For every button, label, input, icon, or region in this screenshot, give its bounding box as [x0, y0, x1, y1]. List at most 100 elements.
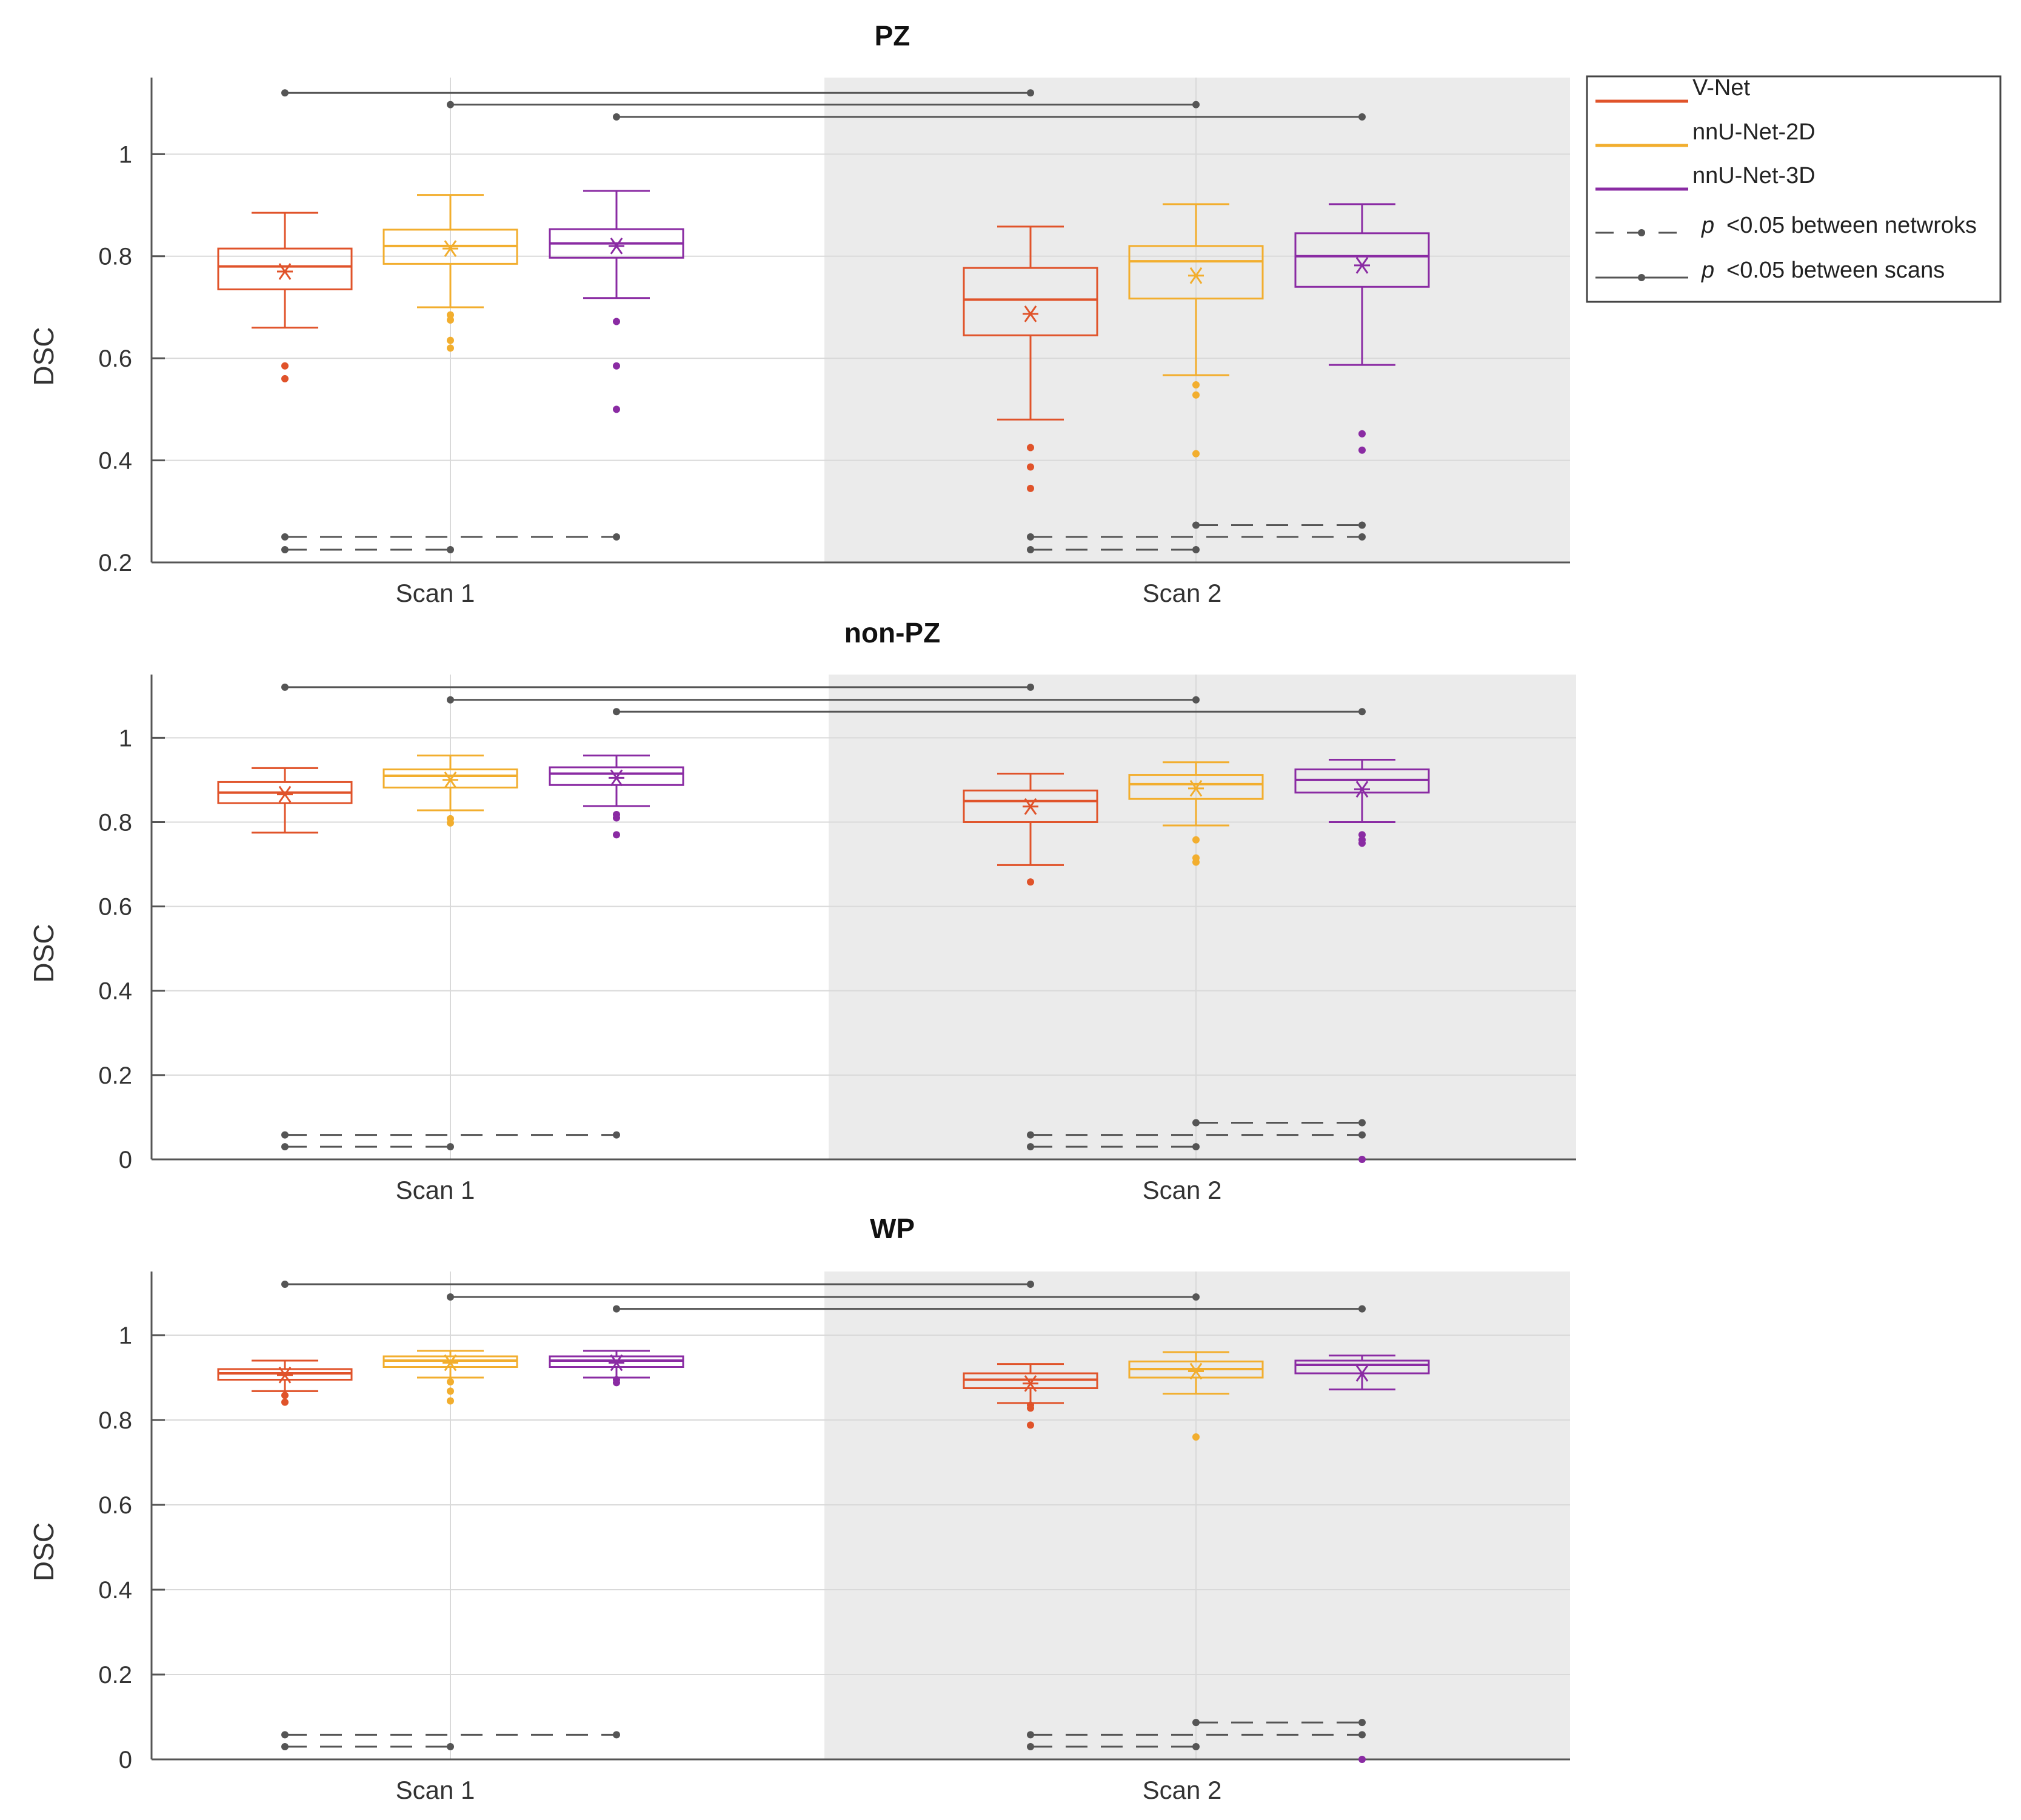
significance-dot — [1192, 545, 1200, 553]
y-tick-label: 0 — [119, 1747, 132, 1773]
significance-dot — [1027, 1131, 1034, 1139]
network-significance — [281, 545, 454, 553]
legend-dot — [1638, 229, 1645, 236]
significance-dot — [1192, 1119, 1200, 1127]
mean-marker — [443, 1354, 458, 1372]
significance-dot — [447, 696, 454, 704]
network-significance — [1027, 1143, 1200, 1151]
mean-marker-d2 — [1189, 267, 1203, 284]
outlier-point — [1027, 444, 1034, 452]
significance-dot — [1192, 696, 1200, 704]
mean-marker-d2 — [1355, 257, 1369, 274]
box-vnet-scan-1 — [217, 212, 353, 382]
mean-marker-d2 — [444, 772, 457, 788]
scan-significance-vnet — [281, 1281, 1034, 1288]
box-nnunet3d-scan-2 — [1294, 759, 1430, 847]
network-significance — [281, 1143, 454, 1151]
scan-significance-vnet — [281, 683, 1034, 691]
legend-label: <0.05 between scans — [1726, 258, 1945, 283]
box-vnet-scan-1 — [217, 1359, 353, 1406]
box-vnet-scan-2 — [963, 772, 1098, 886]
y-tick-label: 0.8 — [98, 809, 132, 836]
mean-marker — [1023, 305, 1038, 322]
outlier-point — [1192, 858, 1200, 866]
box-nnunet2d-scan-1 — [382, 755, 518, 827]
legend-p-symbol: p — [1701, 213, 1714, 238]
significance-dot — [1027, 1143, 1034, 1151]
significance-dot — [447, 1143, 454, 1151]
significance-dot — [447, 1293, 454, 1301]
mean-marker — [609, 769, 624, 787]
legend-item-5: p <0.05 between scans — [1595, 258, 1945, 283]
network-significance — [1027, 1743, 1200, 1750]
box-iqr — [1294, 232, 1430, 288]
mean-marker-d2 — [610, 238, 623, 255]
legend-item-3: nnU-Net-3D — [1595, 163, 1816, 191]
mean-marker — [1023, 798, 1038, 815]
outlier-point — [281, 362, 289, 370]
box-nnunet2d-scan-2 — [1128, 203, 1264, 458]
scan-significance-nnunet3d — [613, 1305, 1366, 1313]
y-tick-label: 0.6 — [98, 894, 132, 921]
y-tick-label: 1 — [119, 1322, 132, 1349]
significance-dot — [281, 89, 289, 97]
network-significance — [1192, 521, 1366, 529]
mean-marker — [277, 1366, 293, 1384]
y-tick-label: 0.2 — [98, 550, 132, 576]
scan-significance-nnunet3d — [613, 708, 1366, 716]
box-nnunet3d-scan-2 — [1294, 203, 1430, 454]
mean-marker — [609, 238, 624, 255]
outlier-point — [613, 405, 620, 413]
significance-dot — [1192, 1143, 1200, 1151]
box-iqr — [963, 789, 1098, 823]
mean-marker — [1354, 781, 1370, 798]
y-tick-label: 0.4 — [98, 978, 132, 1005]
mean-marker-d2 — [1024, 798, 1037, 815]
mean-marker — [1354, 1365, 1370, 1382]
panel-pz: 0.2 0.4 0.6 0.8 1 DSC PZ Scan 1 Scan 2 — [28, 20, 1570, 607]
box-nnunet2d-scan-2 — [1128, 1351, 1264, 1441]
outlier-point — [1192, 836, 1200, 844]
network-significance — [1027, 545, 1200, 553]
network-significance — [281, 533, 620, 541]
significance-dot — [1027, 1281, 1034, 1288]
box-vnet-scan-1 — [217, 767, 353, 834]
mean-marker-d2 — [444, 240, 457, 257]
y-tick-label: 0.2 — [98, 1662, 132, 1688]
x-tick-label: Scan 1 — [396, 579, 475, 607]
box-nnunet2d-scan-1 — [382, 194, 518, 352]
significance-dot — [613, 1305, 620, 1313]
mean-marker-d2 — [278, 263, 292, 280]
y-tick-label: 0.8 — [98, 1407, 132, 1434]
y-tick-label: 0 — [119, 1147, 132, 1173]
significance-dot — [1192, 101, 1200, 108]
y-tick-label: 1 — [119, 141, 132, 168]
significance-dot — [281, 1281, 289, 1288]
significance-dot — [1192, 1719, 1200, 1727]
extra-point — [1358, 1756, 1366, 1763]
mean-marker — [1188, 779, 1204, 797]
significance-dot — [1192, 1743, 1200, 1750]
mean-marker — [1188, 1362, 1204, 1380]
mean-marker-d2 — [610, 769, 623, 787]
x-tick-label: Scan 2 — [1143, 1776, 1222, 1804]
outlier-point — [1192, 381, 1200, 388]
box-iqr — [549, 766, 684, 786]
legend-label: nnU-Net-3D — [1692, 163, 1816, 188]
box-iqr — [1128, 774, 1264, 800]
box-iqr — [217, 247, 353, 290]
y-axis-label: DSC — [28, 924, 59, 982]
mean-marker-d2 — [610, 1354, 623, 1372]
outlier-point — [1358, 839, 1366, 847]
significance-dot — [281, 1731, 289, 1739]
outlier-point — [1027, 878, 1034, 886]
y-tick-label: 0.4 — [98, 1577, 132, 1604]
significance-dot — [1358, 533, 1366, 541]
scan-significance-vnet — [281, 89, 1034, 97]
significance-dot — [1027, 533, 1034, 541]
outlier-point — [281, 375, 289, 382]
outlier-point — [281, 1398, 289, 1406]
scan-2-shaded-region — [829, 675, 1576, 1159]
network-significance — [1027, 1131, 1366, 1139]
